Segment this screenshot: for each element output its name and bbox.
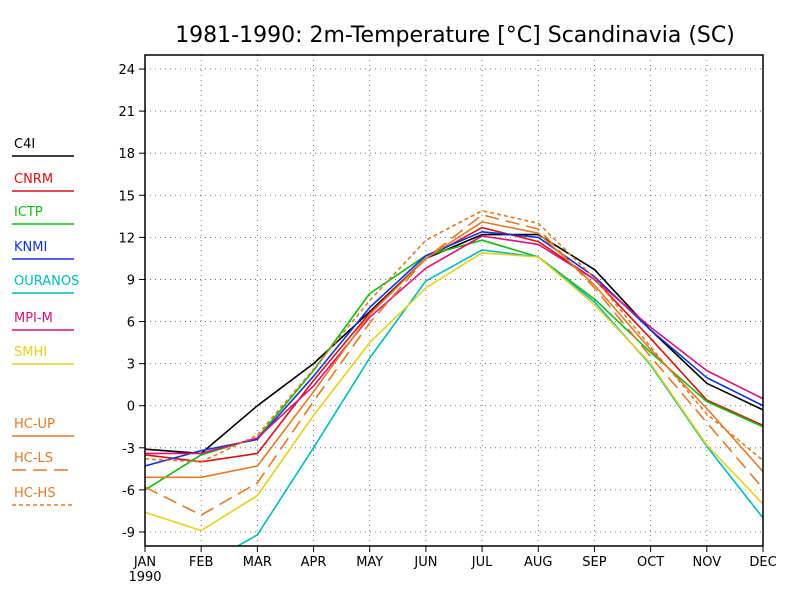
series-line-hc-hs (145, 209, 763, 463)
x-tick-label: APR (301, 555, 327, 570)
legend-label-ouranos: OURANOS (14, 274, 79, 289)
legend-label-c4i: C4I (14, 137, 35, 152)
series-line-hc-up (145, 221, 763, 479)
x-tick-label: MAR (243, 555, 272, 570)
x-tick-label: SEP (582, 555, 606, 570)
x-tick-label: FEB (189, 555, 214, 570)
series-line-hc-ls (145, 214, 763, 516)
y-tick-label: 21 (118, 105, 135, 120)
legend-label-smhi: SMHI (14, 345, 47, 360)
x-tick-label: JAN (133, 555, 156, 570)
x-tick-label: AUG (524, 555, 552, 570)
series-line-smhi (145, 252, 763, 532)
x-tick-label: NOV (693, 555, 722, 570)
y-tick-label: -6 (122, 484, 135, 499)
legend-label-hc-hs: HC-HS (14, 486, 56, 501)
x-tick-sublabel-year: 1990 (128, 570, 161, 585)
y-tick-label: 18 (118, 147, 135, 162)
y-tick-label: 15 (118, 189, 135, 204)
series-line-ictp (145, 239, 763, 491)
y-axis: -9 -6 -3 0 3 6 9 12 15 18 21 24 (118, 63, 145, 541)
x-tick-label: JUN (413, 555, 437, 570)
y-tick-label: -9 (122, 526, 135, 541)
legend-label-hc-up: HC-UP (14, 417, 55, 432)
y-tick-label: 24 (118, 63, 135, 78)
x-tick-label: MAY (356, 555, 383, 570)
x-tick-label: JUL (471, 555, 493, 570)
x-tick-label: DEC (749, 555, 776, 570)
series-line-cnrm (145, 226, 763, 463)
y-tick-label: 3 (127, 358, 135, 373)
series-clip-group (145, 209, 763, 546)
grid-lines (145, 55, 763, 546)
y-tick-label: 0 (127, 400, 135, 415)
legend: C4I CNRM ICTP KNMI OURANOS MPI-M SMHI HC-UP HC-L… (12, 137, 79, 506)
series-line-c4i (145, 233, 763, 455)
y-tick-label: 6 (127, 316, 135, 331)
chart-title: 1981-1990: 2m-Temperature [°C] Scandinav… (175, 23, 735, 48)
y-tick-label: -3 (122, 442, 135, 457)
legend-label-hc-ls: HC-LS (14, 451, 53, 466)
legend-label-ictp: ICTP (14, 205, 43, 220)
x-axis: JAN FEB MAR APR MAY JUN JUL AUG SEP OCT NOV DEC 1990 (128, 546, 777, 585)
legend-label-mpi-m: MPI-M (14, 311, 53, 326)
x-tick-label: OCT (637, 555, 664, 570)
legend-label-knmi: KNMI (14, 240, 47, 255)
legend-label-cnrm: CNRM (14, 172, 53, 187)
series-line-mpi-m (145, 235, 763, 455)
y-tick-label: 9 (127, 273, 135, 288)
series-layer (145, 209, 763, 546)
y-tick-label: 12 (118, 231, 135, 246)
plot-frame (144, 54, 764, 547)
